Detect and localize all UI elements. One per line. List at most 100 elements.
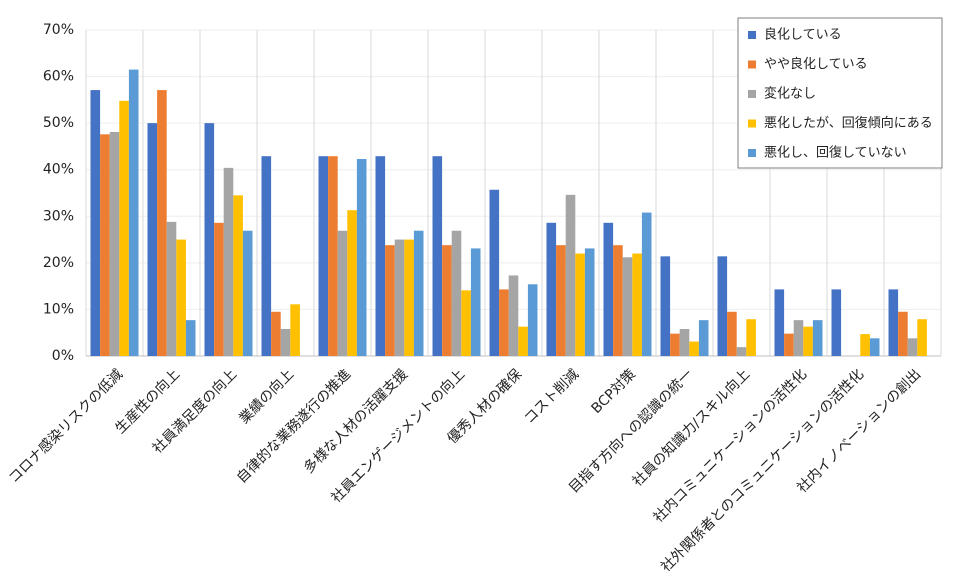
legend-swatch: [748, 149, 756, 157]
bar: [214, 222, 224, 356]
bar: [888, 289, 899, 356]
bar: [356, 159, 367, 356]
bar: [318, 156, 329, 356]
legend-swatch: [748, 90, 756, 98]
bar: [394, 239, 405, 356]
bar: [689, 341, 699, 356]
bar: [147, 123, 158, 357]
x-tick-label: 業績の向上: [236, 366, 297, 427]
bar: [603, 222, 614, 356]
bar: [271, 311, 281, 356]
y-tick-label: 70%: [43, 22, 74, 38]
x-tick-label: 自律的な業務遂行の推進: [234, 366, 354, 486]
bar: [546, 222, 557, 356]
legend-swatch: [748, 31, 756, 39]
bar: [660, 256, 671, 356]
bar: [128, 69, 139, 356]
bar: [242, 230, 253, 356]
bar: [385, 245, 395, 356]
bar: [90, 90, 101, 356]
y-tick-label: 20%: [43, 255, 74, 271]
legend-label: やや良化している: [764, 56, 868, 72]
bar: [518, 326, 528, 356]
legend-swatch: [748, 60, 756, 69]
bar: [451, 230, 462, 356]
bar: [109, 131, 120, 356]
bar: [831, 289, 842, 356]
bar: [622, 257, 633, 356]
bar: [803, 326, 813, 356]
bar: [119, 100, 129, 356]
x-tick-label: BCP対策: [588, 366, 639, 417]
bar: [917, 319, 927, 356]
y-tick-label: 50%: [43, 115, 74, 131]
bar: [489, 189, 500, 356]
bar: [575, 253, 585, 356]
bar: [869, 338, 880, 356]
bar: [100, 134, 110, 356]
bar: [280, 328, 291, 356]
legend-swatch: [748, 119, 756, 128]
bar: [679, 328, 690, 356]
bar: [860, 334, 870, 356]
bar: [746, 319, 756, 356]
bar: [613, 245, 623, 356]
bar: [727, 311, 737, 356]
bar: [793, 320, 804, 356]
bar: [784, 333, 794, 356]
bar: [223, 167, 234, 356]
bar: [166, 221, 177, 356]
bar: [375, 156, 386, 356]
bar: [290, 304, 300, 356]
x-tick-label: コスト削減: [521, 366, 583, 428]
y-tick-label: 0%: [52, 348, 74, 364]
y-tick-label: 10%: [43, 301, 74, 317]
bar: [698, 320, 709, 356]
bar: [774, 289, 785, 356]
bar: [565, 194, 576, 356]
legend-label: 悪化したが、回復傾向にある: [764, 115, 933, 131]
bar: [328, 156, 338, 356]
y-tick-label: 30%: [43, 208, 74, 224]
bar: [556, 245, 566, 356]
bar: [204, 123, 215, 357]
bar: [508, 275, 519, 356]
x-tick-label: 多様な人材の活躍支援: [300, 366, 411, 477]
legend-label: 良化している: [764, 27, 842, 43]
legend-label: 悪化し、回復していない: [764, 145, 907, 161]
bar: [347, 210, 357, 356]
bar: [337, 230, 348, 356]
bar: [404, 239, 414, 356]
x-tick-label: 社外関係者とのコミュニケーションの活性化: [658, 366, 867, 575]
bar: [461, 290, 471, 356]
bar: [261, 156, 272, 356]
y-tick-label: 40%: [43, 162, 74, 178]
bar: [413, 230, 424, 356]
bar: [670, 333, 680, 356]
bar: [233, 195, 243, 356]
x-tick-label: 社員の知識力/スキル向上: [629, 366, 753, 490]
bar: [470, 248, 481, 356]
bar: [432, 156, 443, 356]
bar: [442, 245, 452, 356]
x-tick-label: 社内イノベーションの創出: [794, 366, 924, 496]
x-tick-label: コロナ感染リスクの低減: [5, 366, 126, 487]
bar: [907, 338, 918, 356]
bar: [632, 253, 642, 356]
bar: [185, 320, 196, 356]
bar: [898, 311, 908, 356]
bar: [812, 320, 823, 356]
bar: [176, 239, 186, 356]
bar: [584, 248, 595, 356]
legend: 良化しているやや良化している変化なし悪化したが、回復傾向にある悪化し、回復してい…: [737, 17, 943, 169]
bar: [717, 256, 728, 356]
bar: [736, 347, 747, 356]
legend-box: [737, 17, 943, 169]
legend-label: 変化なし: [764, 86, 816, 102]
bar: [157, 90, 167, 356]
y-tick-label: 60%: [43, 69, 74, 85]
bar: [527, 284, 538, 356]
bar: [499, 289, 509, 356]
bar: [641, 212, 652, 356]
